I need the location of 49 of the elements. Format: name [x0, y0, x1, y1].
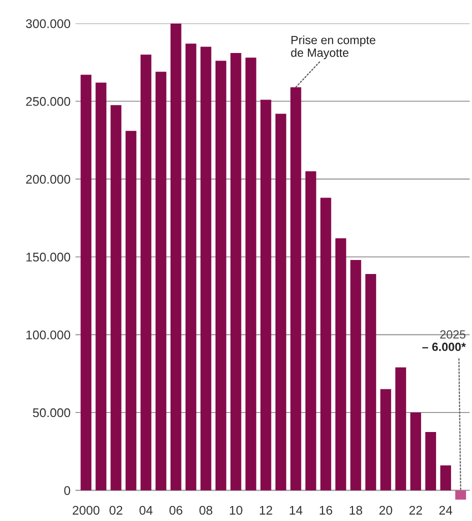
x-tick-label: 10 [230, 506, 242, 515]
bar [425, 432, 436, 490]
x-tick-label: 04 [139, 506, 153, 515]
bar [410, 412, 422, 490]
bar [335, 238, 346, 490]
x-tick-label: 20 [379, 506, 392, 515]
bar [170, 23, 182, 490]
y-tick-label: 150.000 [26, 252, 70, 262]
x-tick-label: 18 [350, 506, 362, 515]
bar [215, 60, 226, 490]
bar [290, 87, 302, 490]
x-tick-label: 22 [409, 506, 422, 515]
x-tick-label: 06 [169, 506, 182, 515]
y-tick-label: 50.000 [32, 408, 70, 418]
bar [395, 367, 406, 490]
bar [96, 82, 106, 490]
bar [140, 54, 152, 490]
bar [365, 274, 376, 490]
bar [186, 44, 196, 490]
bar [245, 58, 256, 490]
bar [440, 465, 452, 490]
bar [156, 72, 166, 490]
y-tick-label: 250.000 [26, 97, 70, 106]
x-tick-label: 24 [439, 506, 452, 515]
bar [350, 260, 362, 490]
x-tick-label: 08 [199, 506, 212, 515]
annotation: 2025 [440, 330, 466, 339]
data-label: – 6.000* [422, 342, 466, 352]
bar [110, 105, 122, 490]
y-tick-label: 0 [64, 486, 70, 495]
bar [305, 171, 316, 490]
annotation: Prise en compte de Mayotte [291, 36, 376, 60]
bar [230, 53, 242, 490]
x-tick-label: 02 [110, 506, 122, 515]
y-tick-label: 300.000 [26, 19, 70, 28]
x-tick-label: 16 [320, 506, 332, 515]
y-tick-label: 200.000 [26, 174, 70, 184]
x-tick-label: 2000 [72, 506, 100, 515]
bar [275, 114, 286, 490]
bar [320, 198, 332, 490]
bar [380, 389, 392, 490]
bar [455, 490, 466, 500]
bar [260, 100, 272, 490]
bar [80, 74, 92, 490]
x-tick-label: 14 [290, 506, 302, 515]
y-tick-label: 100.000 [26, 330, 70, 340]
bar [126, 130, 136, 490]
x-tick-label: 12 [260, 506, 272, 515]
bar [200, 46, 212, 490]
